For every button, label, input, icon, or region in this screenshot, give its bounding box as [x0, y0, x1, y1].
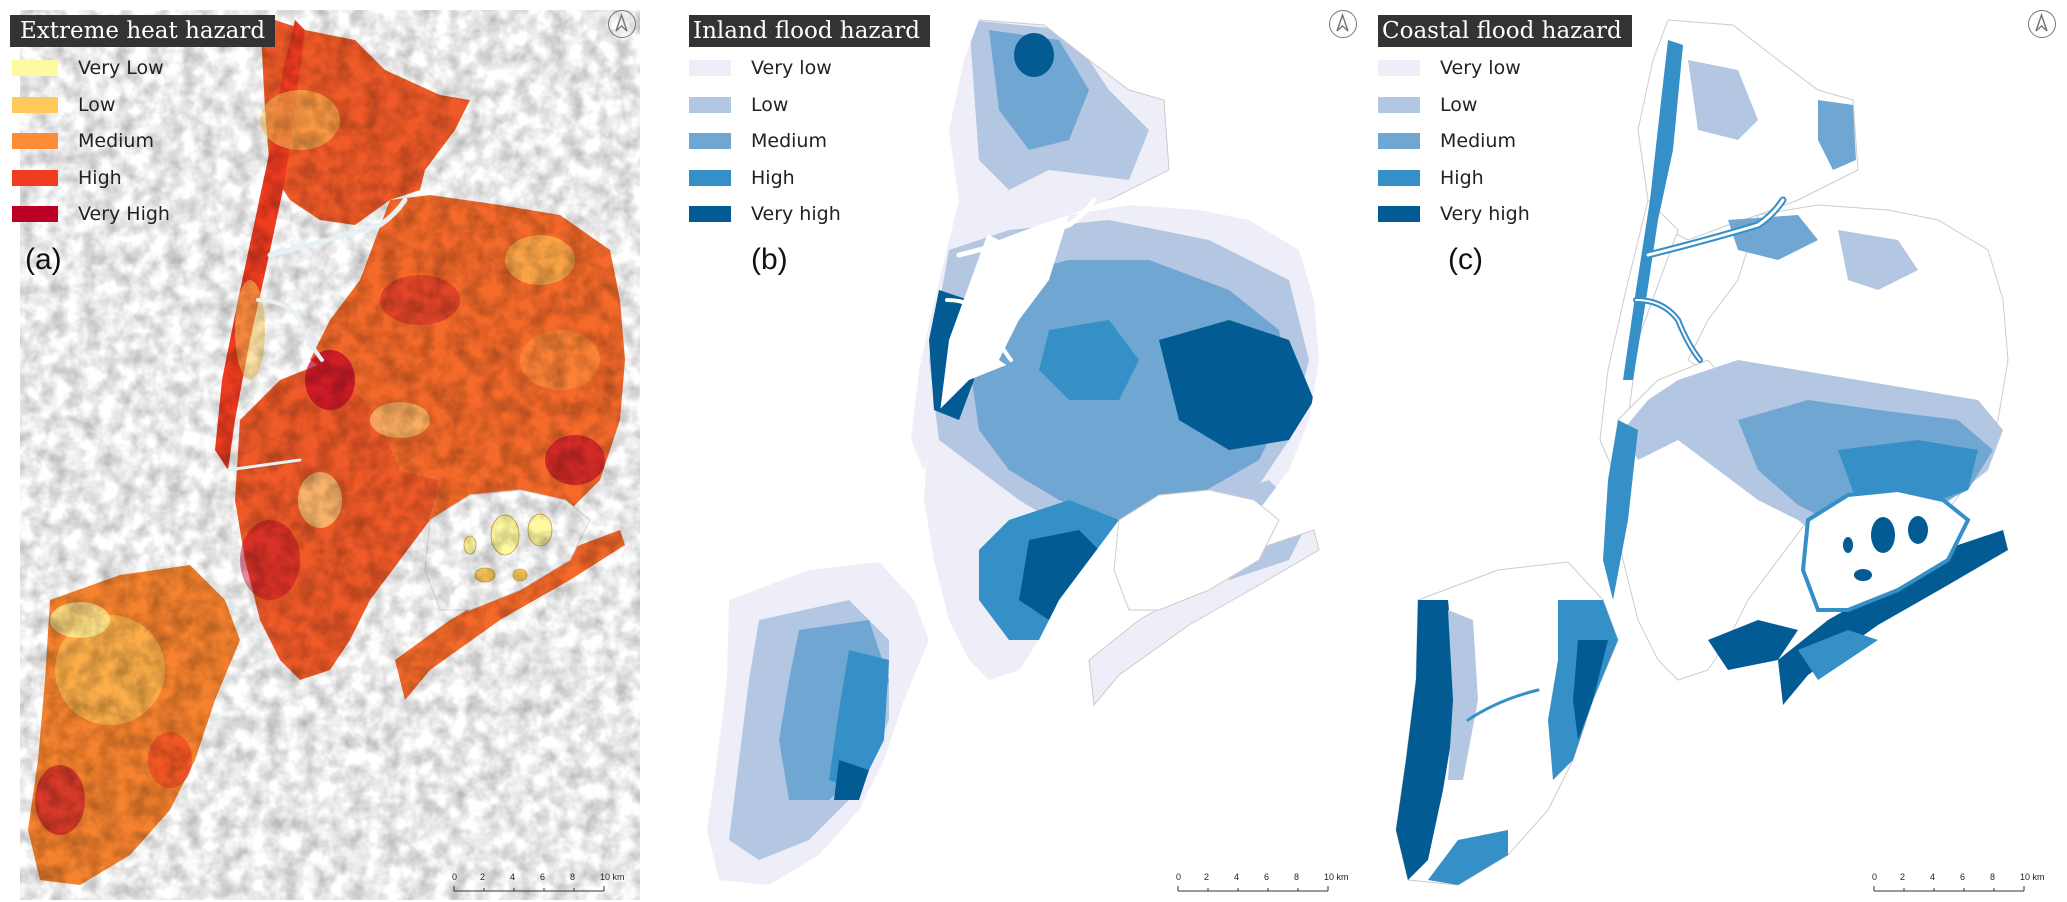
- scale-tick: 8: [1294, 872, 1300, 882]
- scale-tick: 6: [540, 872, 546, 882]
- scale-bar: 0 2 4 6 8 10 km: [1872, 872, 2047, 902]
- legend-swatch: [1378, 133, 1420, 149]
- scale-tick: 2: [1204, 872, 1210, 882]
- scale-tick: 2: [1900, 872, 1906, 882]
- inland-rivers: [945, 197, 1097, 362]
- scale-bar: 0 2 4 6 8 10 km: [1176, 872, 1351, 902]
- legend-label: Medium: [751, 130, 827, 152]
- legend-label: Very High: [78, 203, 170, 225]
- coastal-rivers: [1466, 196, 1787, 722]
- legend-label: High: [1440, 166, 1484, 189]
- heat-hazard-map: [20, 10, 640, 900]
- scale-tick: 0: [1872, 872, 1878, 882]
- legend-swatch: [1378, 206, 1420, 222]
- legend-swatch: [12, 96, 58, 113]
- scale-tick: 6: [1264, 872, 1270, 882]
- scale-line: [453, 886, 605, 892]
- panel-inland-flood: Inland flood hazard Very low Low Medium …: [689, 0, 1378, 902]
- panel-label: (b): [751, 243, 788, 276]
- scale-tick: 10 km: [2020, 872, 2045, 882]
- legend-label: Very low: [751, 57, 832, 79]
- legend-swatch: [12, 60, 58, 76]
- north-arrow-icon: [608, 10, 636, 38]
- scale-tick: 6: [1960, 872, 1966, 882]
- panel-title: Extreme heat hazard: [10, 15, 276, 47]
- inland-jamaica-bay: [1113, 489, 1280, 611]
- panel-coastal-flood: Coastal flood hazard Very low Low Medium…: [1378, 0, 2067, 902]
- scale-tick: 4: [1930, 872, 1936, 882]
- legend-label: Low: [751, 93, 789, 116]
- legend-swatch: [1378, 96, 1420, 113]
- legend-swatch: [12, 133, 58, 149]
- panel-label: (c): [1448, 243, 1483, 276]
- legend-label: Very Low: [78, 57, 164, 79]
- scale-tick: 10 km: [1324, 872, 1349, 882]
- scale-tick: 8: [1990, 872, 1996, 882]
- panel-label: (a): [25, 243, 62, 276]
- scale-tick: 10 km: [600, 872, 625, 882]
- scale-tick: 0: [1176, 872, 1182, 882]
- legend-swatch: [12, 206, 58, 222]
- legend-label: Medium: [1440, 130, 1516, 152]
- scale-tick: 8: [570, 872, 576, 882]
- inland-flood-map: [707, 19, 1320, 885]
- coastal-flood-map: [1395, 19, 2009, 886]
- legend-swatch: [12, 169, 58, 186]
- legend-swatch: [689, 96, 731, 113]
- legend-swatch: [689, 169, 731, 186]
- heat-rivers: [226, 197, 408, 472]
- coastal-bay-islands: [1843, 516, 1928, 581]
- legend-label: High: [78, 166, 122, 189]
- legend-swatch: [689, 133, 731, 149]
- legend-swatch: [689, 206, 731, 222]
- scale-line: [1873, 886, 2025, 892]
- north-arrow-icon: [1329, 10, 1357, 38]
- panel-title: Coastal flood hazard: [1378, 15, 1632, 47]
- scale-tick: 4: [1234, 872, 1240, 882]
- scale-tick: 2: [480, 872, 486, 882]
- legend-swatch: [1378, 60, 1420, 76]
- heat-texture: [20, 10, 640, 900]
- north-arrow-icon: [2028, 10, 2056, 38]
- scale-line: [1177, 886, 1329, 892]
- legend-label: Very high: [751, 203, 841, 225]
- panel-extreme-heat: Extreme heat hazard Very Low Low Medium …: [0, 0, 689, 902]
- legend-label: Low: [1440, 93, 1478, 116]
- scale-tick: 0: [452, 872, 458, 882]
- legend-swatch: [689, 60, 731, 76]
- scale-tick: 4: [510, 872, 516, 882]
- legend-swatch: [1378, 169, 1420, 186]
- scale-bar: 0 2 4 6 8 10 km: [452, 872, 627, 902]
- legend-label: Very low: [1440, 57, 1521, 79]
- legend-label: Medium: [78, 130, 154, 152]
- legend-label: Very high: [1440, 203, 1530, 225]
- legend-label: Low: [78, 93, 116, 116]
- panel-title: Inland flood hazard: [689, 15, 930, 47]
- legend-label: High: [751, 166, 795, 189]
